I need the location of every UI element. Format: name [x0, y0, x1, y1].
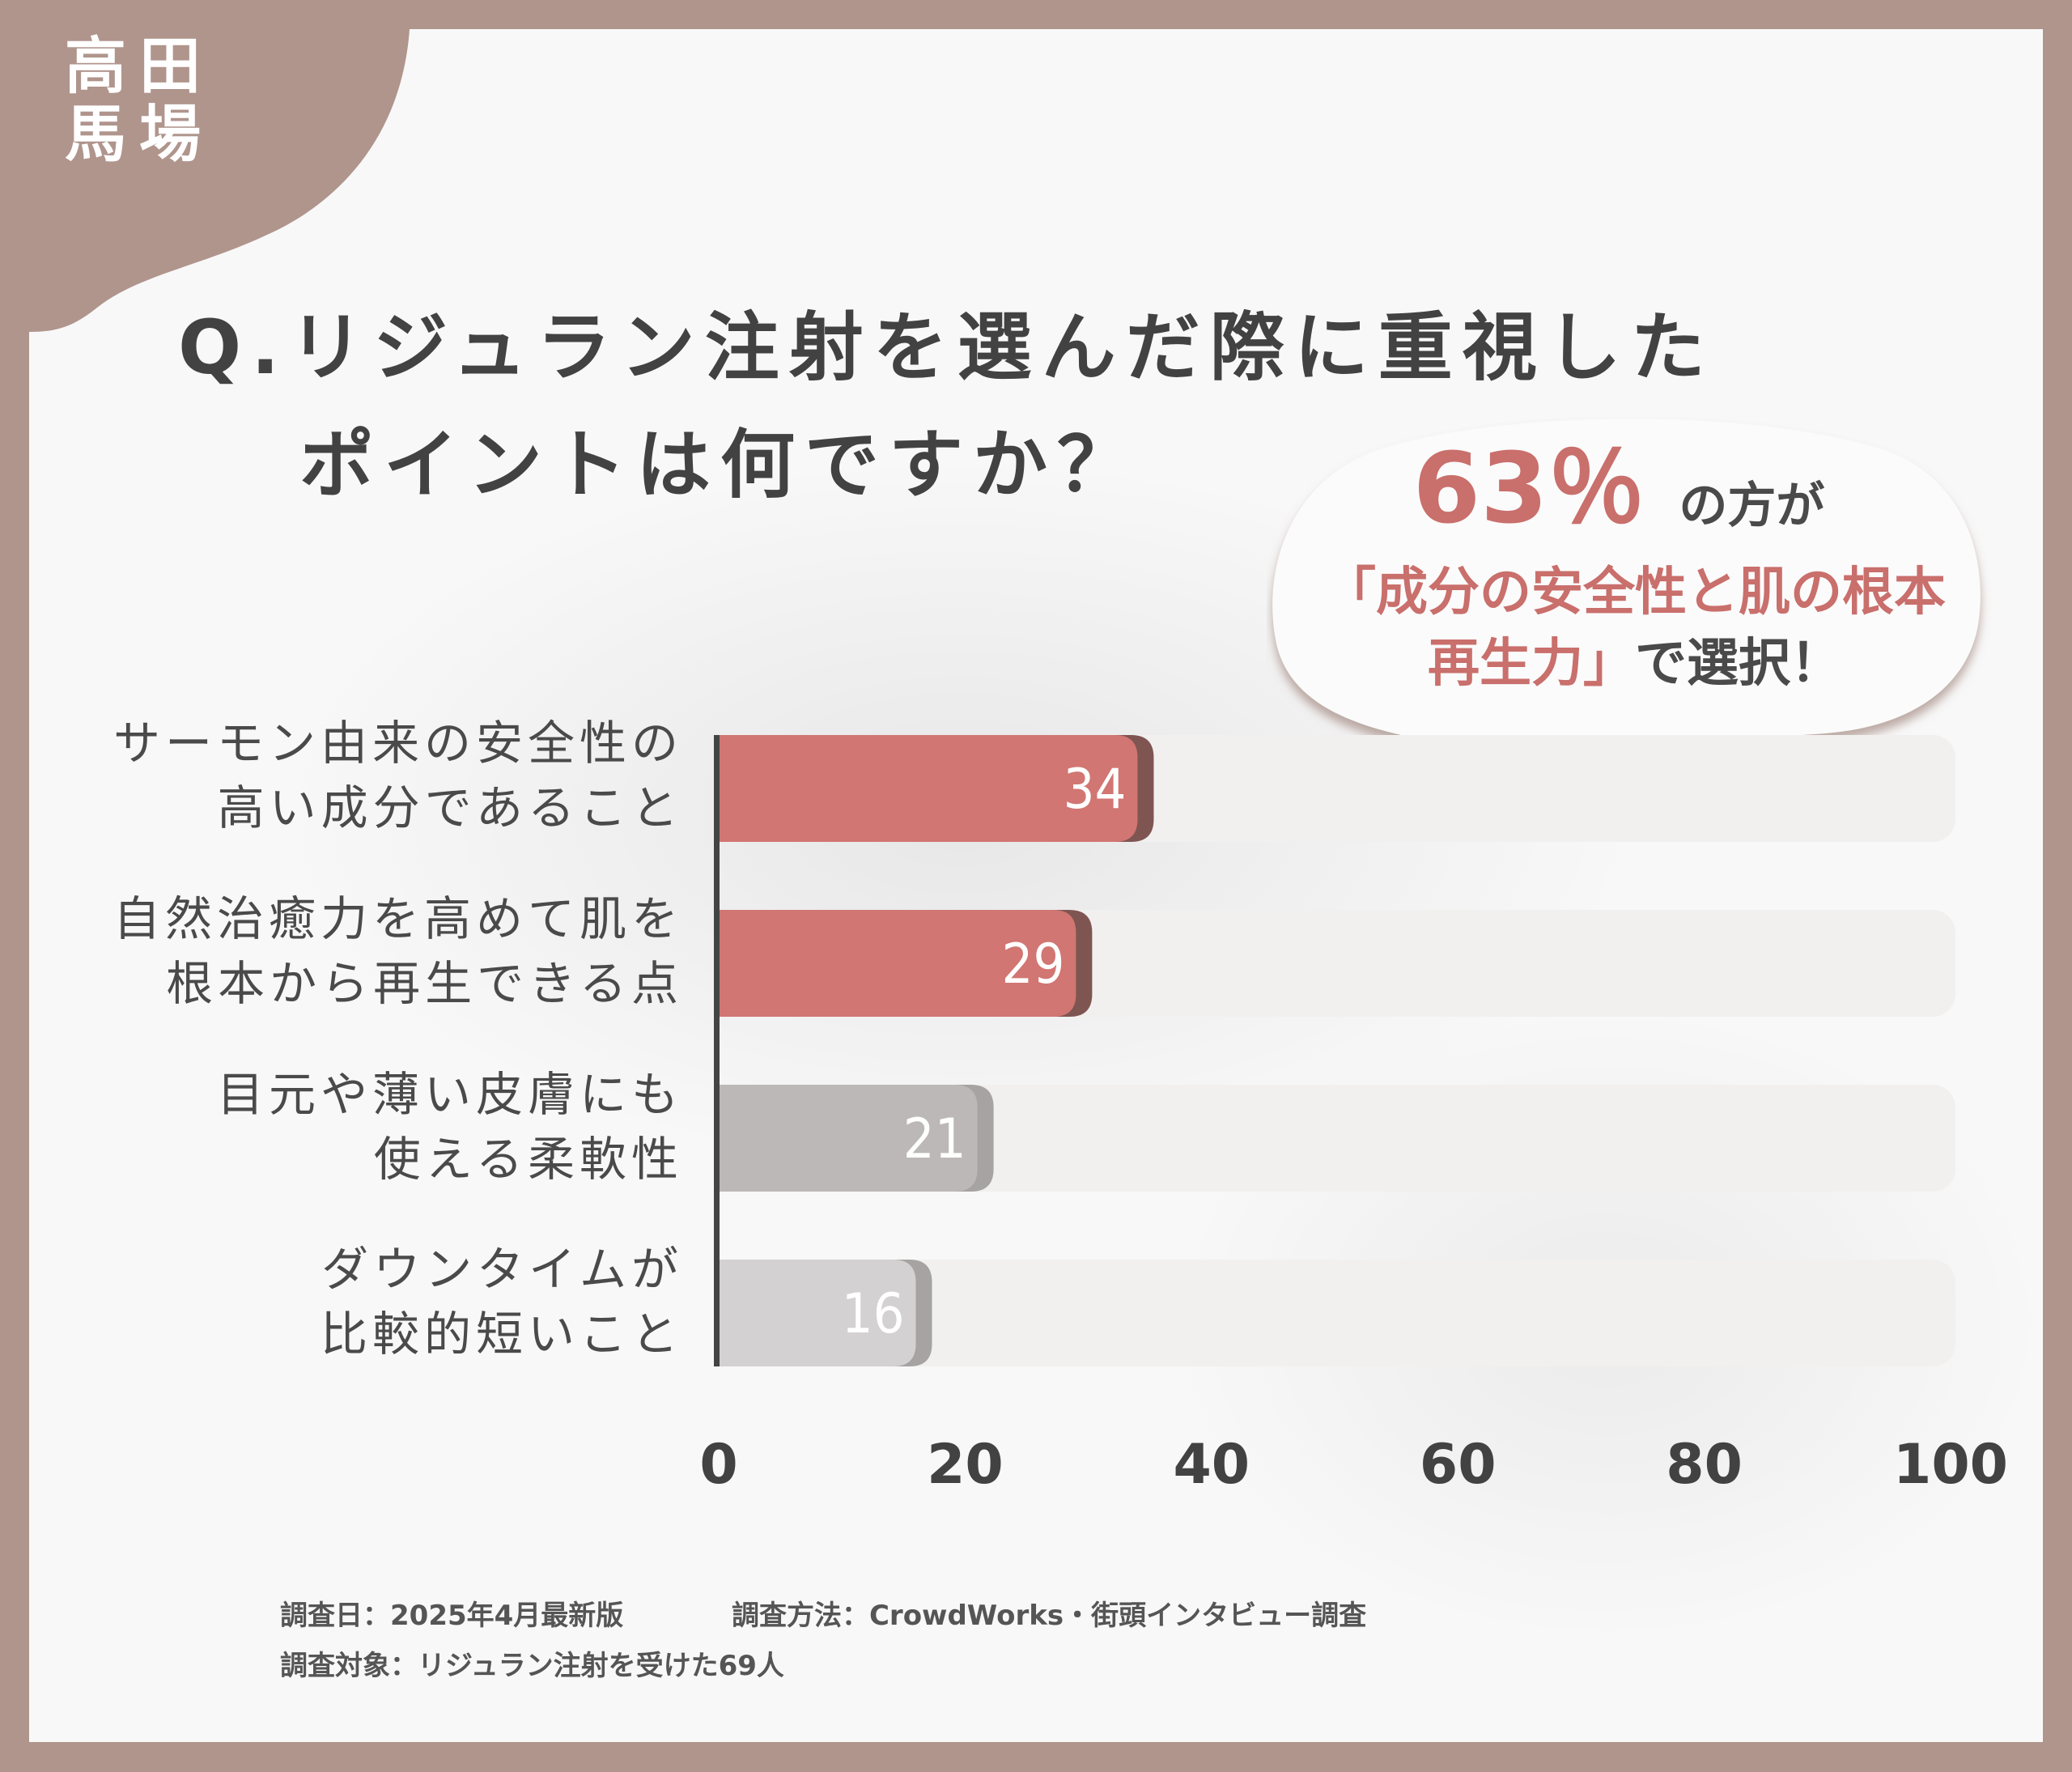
callout-line3-rest: で選択！	[1635, 634, 1842, 694]
category-label-line: サーモン由来の安全性の	[113, 716, 683, 771]
category-label-line: 根本から再生できる点	[166, 956, 683, 1011]
logo-char: 場	[139, 98, 201, 170]
category-label: ダウンタイムが 比較的短いこと	[68, 1237, 683, 1366]
category-label-line: 高い成分であること	[217, 780, 683, 835]
logo-char: 高	[65, 30, 126, 102]
category-label-line: 比較的短いこと	[320, 1307, 683, 1362]
callout-suffix: の方が	[1679, 478, 1825, 534]
question-title-line1: Q.リジュラン注射を選んだ際に重視した	[178, 304, 1715, 391]
category-label-line: ダウンタイムが	[321, 1242, 683, 1297]
category-label: 自然治癒力を高めて肌を 根本から再生できる点	[68, 886, 683, 1016]
logo: 高 田 馬 場	[58, 32, 212, 168]
callout-line3: 再生力」で選択！	[1295, 630, 1975, 698]
survey-method: 調査方法：CrowdWorks・街頭インタビュー調査	[731, 1600, 1367, 1632]
background-shadow	[1162, 1001, 2043, 1648]
callout-line3-highlight: 再生力」	[1428, 634, 1635, 694]
logo-char: 馬	[65, 98, 126, 170]
callout-percent-row: 63％ の方が	[1392, 437, 1845, 559]
logo-char: 田	[139, 30, 201, 102]
corner-decoration	[0, 0, 411, 332]
category-label-line: 目元や薄い皮膚にも	[216, 1067, 683, 1122]
category-label-line: 自然治癒力を高めて肌を	[113, 891, 683, 946]
survey-target: 調査対象：リジュラン注射を受けた69人	[280, 1650, 784, 1682]
category-label: サーモン由来の安全性の 高い成分であること	[68, 711, 683, 840]
survey-footer-row1: 調査日：2025年4月最新版 調査方法：CrowdWorks・街頭インタビュー調…	[280, 1593, 1366, 1633]
category-label: 目元や薄い皮膚にも 使える柔軟性	[68, 1062, 683, 1192]
category-label-line: 使える柔軟性	[373, 1132, 683, 1187]
survey-date: 調査日：2025年4月最新版	[280, 1600, 624, 1632]
callout-line2: 「成分の安全性と肌の根本	[1324, 563, 1946, 623]
callout-percent: 63％	[1412, 433, 1645, 546]
question-title-line2: ポイントは何ですか？	[299, 422, 1142, 508]
